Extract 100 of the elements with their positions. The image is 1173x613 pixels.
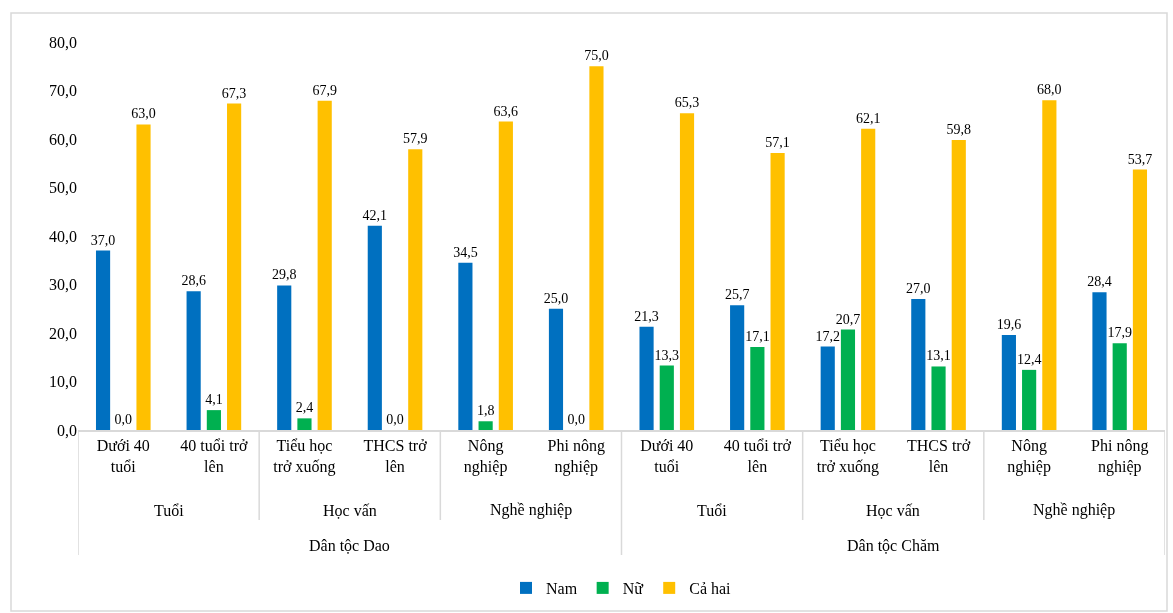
data-label: 28,4 bbox=[1087, 274, 1112, 290]
data-label: 63,0 bbox=[131, 106, 156, 122]
data-label: 2,4 bbox=[295, 400, 314, 416]
data-label: 57,9 bbox=[403, 131, 428, 147]
data-label: 34,5 bbox=[453, 244, 478, 260]
data-label: 62,1 bbox=[855, 110, 881, 126]
y-tick-label: 0,0 bbox=[57, 421, 77, 439]
x-tick-label: Dưới 40 tuổi bbox=[96, 436, 150, 475]
y-tick-label: 10,0 bbox=[49, 373, 77, 391]
data-label: 67,3 bbox=[221, 85, 247, 101]
bar bbox=[478, 421, 493, 430]
bar bbox=[136, 124, 151, 430]
x-tick-label: Phi nông nghiệp bbox=[1091, 436, 1149, 476]
text: Tuổi bbox=[154, 502, 185, 519]
bar bbox=[589, 66, 604, 430]
y-tick-label: 20,0 bbox=[49, 324, 77, 342]
data-label: 4,1 bbox=[205, 392, 223, 408]
bar bbox=[458, 262, 473, 430]
data-label: 27,0 bbox=[906, 281, 931, 297]
data-label: 0,0 bbox=[567, 412, 585, 427]
data-label: 68,0 bbox=[1037, 82, 1062, 98]
x-tick-label: 40 tuổi trở lên bbox=[180, 436, 248, 475]
bar bbox=[95, 250, 111, 430]
x-tick-label: THCS trở lên bbox=[906, 436, 971, 475]
bar bbox=[750, 347, 765, 430]
bar bbox=[1112, 343, 1127, 430]
x-tick-label: Tiểu học trở xuống bbox=[273, 436, 336, 476]
data-label: 37,0 bbox=[90, 232, 116, 248]
data-label: 29,8 bbox=[271, 267, 297, 283]
y-tick-label: 70,0 bbox=[49, 82, 77, 100]
data-label: 12,4 bbox=[1016, 351, 1042, 367]
y-tick-label: 80,0 bbox=[49, 33, 77, 51]
y-tick-label: 50,0 bbox=[49, 179, 77, 197]
bar bbox=[1022, 369, 1037, 430]
y-tick-label: 60,0 bbox=[49, 130, 77, 148]
bar bbox=[367, 225, 382, 430]
data-label: 13,3 bbox=[654, 347, 680, 363]
text: Học vấn bbox=[323, 502, 377, 519]
data-label: 57,1 bbox=[765, 135, 790, 151]
bar bbox=[840, 329, 856, 430]
text: Dân tộc Chăm bbox=[847, 537, 940, 554]
text: Dân tộc Dao bbox=[309, 537, 390, 554]
bar bbox=[820, 346, 835, 430]
data-label: 63,6 bbox=[493, 103, 519, 119]
data-label: 19,6 bbox=[996, 316, 1022, 332]
data-label: 1,8 bbox=[476, 403, 495, 419]
data-label: 65,3 bbox=[674, 95, 700, 111]
data-label: 25,7 bbox=[724, 287, 750, 303]
data-label: 25,0 bbox=[543, 290, 569, 306]
bar bbox=[548, 308, 564, 430]
bar bbox=[317, 100, 332, 430]
bar bbox=[770, 153, 785, 430]
x-tick-label: Nông nghiệp bbox=[1007, 436, 1051, 476]
data-label: 53,7 bbox=[1127, 151, 1153, 167]
data-label: 42,1 bbox=[362, 207, 388, 223]
text: Nghề nghiệp bbox=[1033, 501, 1116, 519]
text: Nghề nghiệp bbox=[490, 501, 573, 519]
bar bbox=[297, 418, 312, 430]
data-label: 17,9 bbox=[1107, 325, 1132, 341]
bar bbox=[730, 305, 745, 430]
bar bbox=[659, 365, 674, 430]
x-tick-label: Dưới 40 tuổi bbox=[640, 436, 694, 475]
text: Học vấn bbox=[866, 502, 920, 519]
bar bbox=[639, 326, 654, 430]
x-tick-label: Nông nghiệp bbox=[463, 436, 508, 476]
data-label: 0,0 bbox=[114, 412, 133, 427]
data-label: 0,0 bbox=[386, 412, 404, 427]
bar bbox=[498, 121, 513, 430]
text: Tuổi bbox=[697, 502, 728, 519]
bar bbox=[227, 103, 242, 430]
data-label: 75,0 bbox=[584, 48, 609, 64]
bar bbox=[911, 299, 926, 430]
data-label: 13,1 bbox=[926, 348, 951, 364]
data-label: 21,3 bbox=[634, 308, 659, 324]
data-label: 17,2 bbox=[815, 328, 840, 344]
bar bbox=[951, 139, 966, 430]
y-tick-label: 40,0 bbox=[49, 227, 77, 245]
bar bbox=[1092, 292, 1107, 430]
bar bbox=[861, 128, 876, 430]
x-tick-label: THCS trở lên bbox=[363, 436, 428, 475]
bar bbox=[931, 366, 946, 430]
data-label: 67,9 bbox=[312, 82, 337, 98]
bar bbox=[1132, 169, 1148, 430]
y-tick-label: 30,0 bbox=[49, 276, 77, 294]
bar bbox=[408, 149, 423, 430]
bar bbox=[1042, 100, 1057, 430]
data-label: 59,8 bbox=[946, 121, 972, 137]
bar bbox=[186, 291, 201, 430]
legend-label: Cả hai bbox=[689, 580, 732, 598]
x-tick-label: Phi nông nghiệp bbox=[547, 436, 605, 476]
bar bbox=[206, 410, 221, 430]
data-label: 28,6 bbox=[181, 273, 206, 289]
legend-label: Nam bbox=[546, 580, 578, 598]
bar bbox=[1001, 334, 1016, 430]
bar bbox=[277, 285, 292, 430]
x-tick-label: 40 tuổi trở lên bbox=[723, 436, 792, 475]
legend-label: Nữ bbox=[622, 580, 645, 598]
data-label: 20,7 bbox=[835, 311, 861, 327]
x-tick-label: Tiểu học trở xuống bbox=[816, 436, 880, 476]
data-label: 17,1 bbox=[745, 329, 770, 345]
